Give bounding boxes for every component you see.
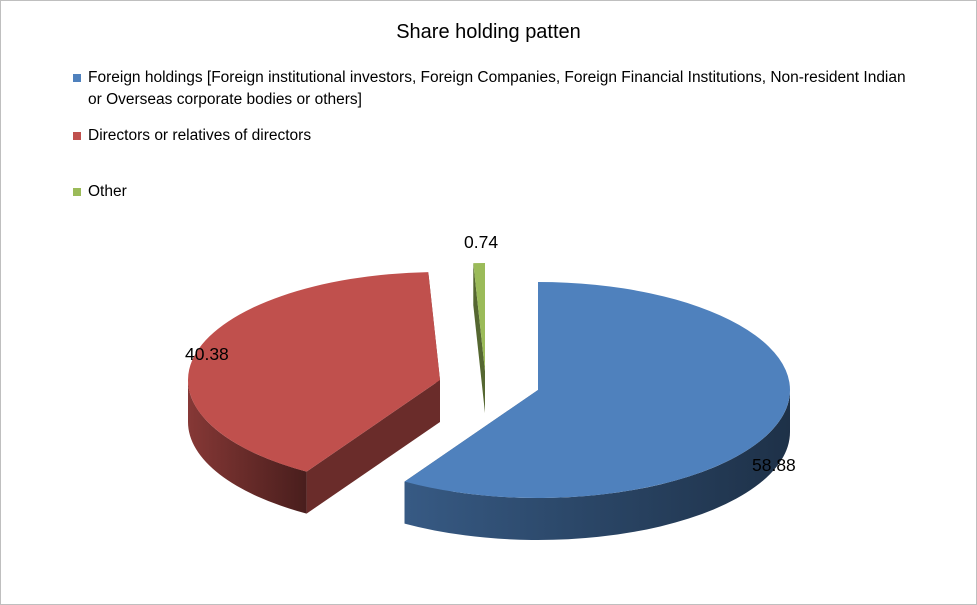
- pie-slice-foreign-holdings: [404, 282, 791, 540]
- legend-swatch-directors: [73, 132, 81, 140]
- legend-label-foreign-holdings: Foreign holdings [Foreign institutional …: [88, 69, 906, 108]
- data-label-other: 0.74: [464, 232, 499, 252]
- legend-label-directors: Directors or relatives of directors: [88, 127, 312, 144]
- data-label-foreign-holdings: 58.88: [752, 455, 796, 475]
- legend-item-other: Other: [73, 181, 127, 203]
- pie-slice-side-directors: [188, 380, 307, 514]
- data-label-directors: 40.38: [185, 344, 229, 364]
- pie-slice-side-foreign-holdings: [404, 390, 791, 540]
- pie-slice-wall-directors-0: [306, 380, 440, 514]
- pie-slice-other: [473, 263, 485, 413]
- pie-slice-wall-other-0: [473, 263, 485, 413]
- legend-item-foreign-holdings: Foreign holdings [Foreign institutional …: [73, 67, 923, 111]
- pie-slice-top-other: [473, 263, 485, 371]
- pie-slice-top-foreign-holdings: [404, 282, 791, 498]
- legend-item-directors: Directors or relatives of directors: [73, 125, 311, 147]
- pie-slice-top-directors: [187, 272, 440, 472]
- legend-swatch-other: [73, 188, 81, 196]
- chart-title: Share holding patten: [396, 21, 581, 43]
- pie-slice-directors: [187, 272, 440, 514]
- legend-swatch-foreign-holdings: [73, 74, 81, 82]
- legend-label-other: Other: [88, 183, 127, 200]
